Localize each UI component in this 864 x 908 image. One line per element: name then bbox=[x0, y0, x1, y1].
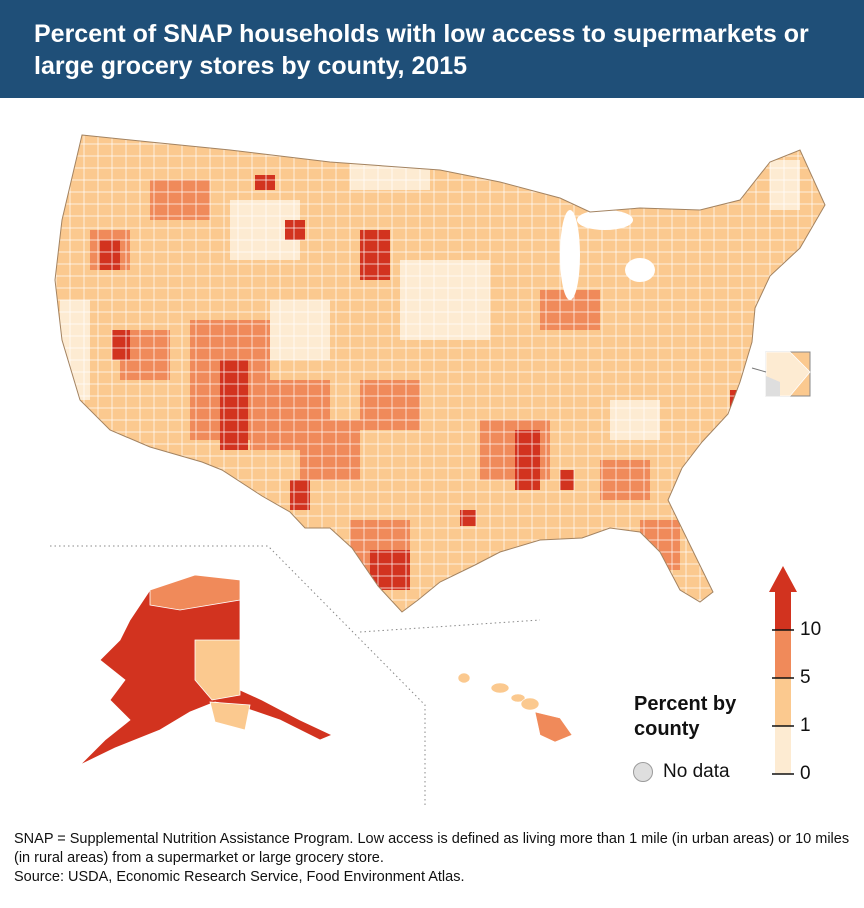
county-choropleth-map bbox=[50, 134, 826, 808]
footnote: SNAP = Supplemental Nutrition Assistance… bbox=[14, 830, 854, 887]
map-title: Percent of SNAP households with low acce… bbox=[34, 20, 809, 80]
hawaii-inset-map bbox=[457, 672, 573, 743]
dc-inset-map bbox=[751, 351, 811, 397]
legend-color-bar bbox=[769, 566, 797, 775]
footnote-definition: SNAP = Supplemental Nutrition Assistance… bbox=[14, 831, 850, 866]
no-data-swatch bbox=[633, 762, 653, 782]
legend-tick-0: 0 bbox=[800, 763, 811, 784]
contiguous-us bbox=[55, 135, 825, 612]
legend-tick-10: 10 bbox=[800, 619, 822, 640]
up-arrow-icon bbox=[769, 566, 797, 630]
alaska-inset-map bbox=[79, 574, 333, 766]
legend-tick-5: 5 bbox=[800, 667, 811, 688]
legend-title: Percent by county bbox=[634, 693, 737, 740]
title-banner: Percent of SNAP households with low acce… bbox=[0, 0, 864, 98]
footnote-source: Source: USDA, Economic Research Service,… bbox=[14, 869, 465, 885]
no-data-label: No data bbox=[663, 761, 730, 782]
legend-tick-1: 1 bbox=[800, 715, 811, 736]
inset-separators bbox=[50, 545, 541, 808]
